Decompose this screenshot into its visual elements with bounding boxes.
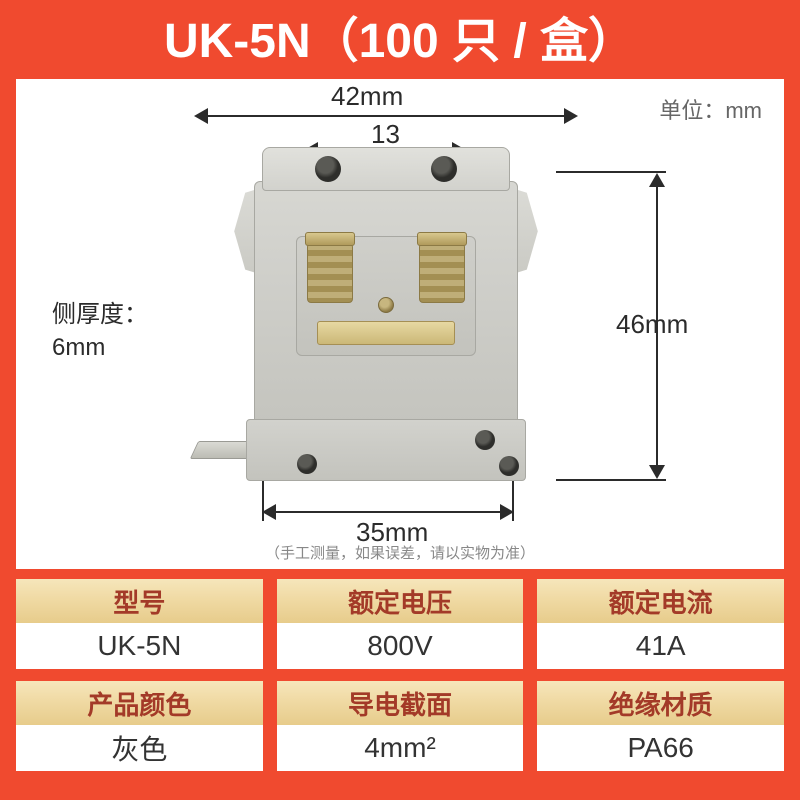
spec-cell-material: 绝缘材质 PA66 xyxy=(537,681,784,771)
product-card: UK-5N（100 只 / 盒） 单位：mm 42mm 13 46mm xyxy=(0,0,800,800)
spec-head: 型号 xyxy=(16,579,263,623)
spec-head: 绝缘材质 xyxy=(537,681,784,725)
diagram-stage: 42mm 13 46mm 35mm xyxy=(16,79,784,569)
spec-value: UK-5N xyxy=(16,623,263,669)
spec-value: 41A xyxy=(537,623,784,669)
measurement-disclaimer: （手工测量，如果误差，请以实物为准） xyxy=(16,542,784,563)
spec-cell-crosssection: 导电截面 4mm² xyxy=(277,681,524,771)
spec-cell-model: 型号 UK-5N xyxy=(16,579,263,669)
spec-head: 产品颜色 xyxy=(16,681,263,725)
spec-head: 额定电压 xyxy=(277,579,524,623)
terminal-block-illustration xyxy=(236,141,536,481)
spec-cell-current: 额定电流 41A xyxy=(537,579,784,669)
spec-value: 800V xyxy=(277,623,524,669)
dimension-diagram: 单位：mm 42mm 13 46mm xyxy=(16,79,784,569)
spec-head: 额定电流 xyxy=(537,579,784,623)
spec-row: 产品颜色 灰色 导电截面 4mm² 绝缘材质 PA66 xyxy=(16,681,784,771)
spec-value: 灰色 xyxy=(16,725,263,771)
spec-head: 导电截面 xyxy=(277,681,524,725)
dim-side-thickness: 侧厚度： 6mm xyxy=(52,299,148,364)
spec-cell-color: 产品颜色 灰色 xyxy=(16,681,263,771)
spec-row: 型号 UK-5N 额定电压 800V 额定电流 41A xyxy=(16,579,784,669)
spec-cell-voltage: 额定电压 800V xyxy=(277,579,524,669)
product-title: UK-5N（100 只 / 盒） xyxy=(16,14,784,69)
spec-tables: 型号 UK-5N 额定电压 800V 额定电流 41A 产品颜色 灰色 导电截面… xyxy=(16,579,784,771)
spec-value: PA66 xyxy=(537,725,784,771)
spec-value: 4mm² xyxy=(277,725,524,771)
